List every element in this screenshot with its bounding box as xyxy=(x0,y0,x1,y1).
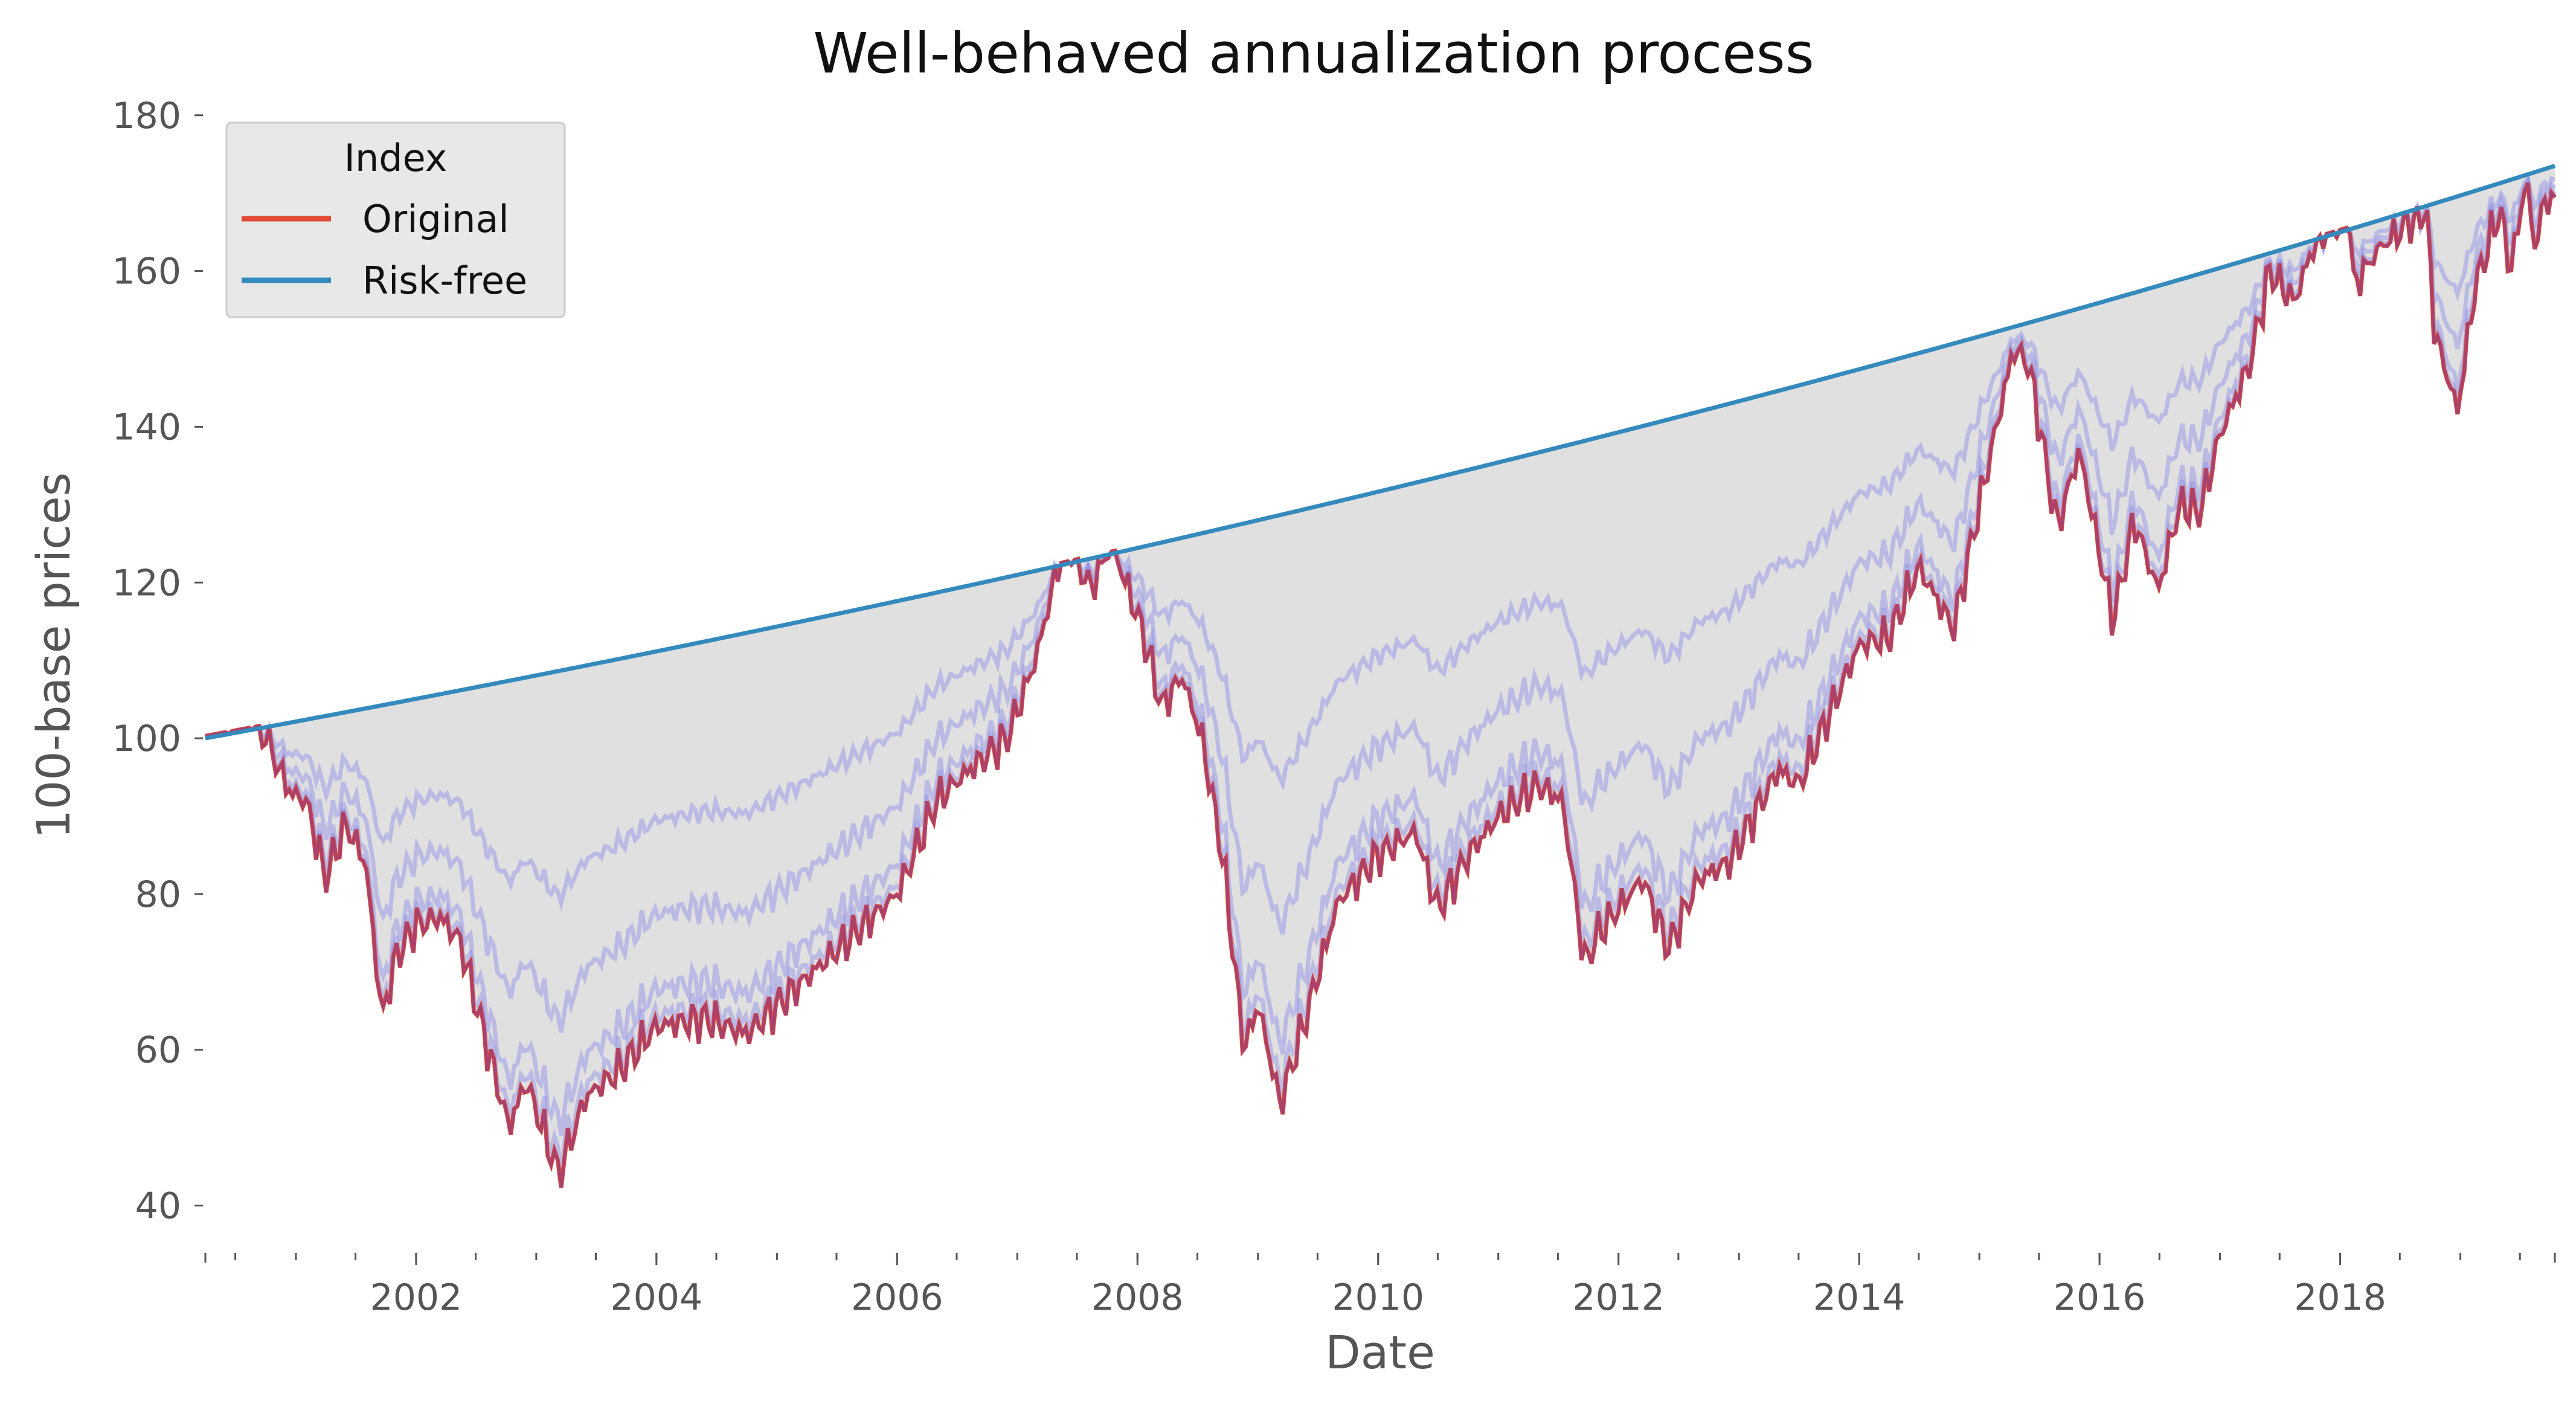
y-tick-label: 140 xyxy=(112,406,181,448)
legend-box xyxy=(225,121,566,318)
series-original-overlay xyxy=(205,182,2557,1188)
legend-title: Index xyxy=(344,136,448,180)
x-tick-label: 2006 xyxy=(851,1277,943,1319)
x-tick-label: 2004 xyxy=(610,1277,702,1319)
y-tick-label: 120 xyxy=(112,562,181,604)
axes: 40 60 80 100 120 140 160 180 2002 2004 2006 2008 201… xyxy=(112,95,2556,1319)
x-tick-label: 2010 xyxy=(1332,1277,1424,1319)
chart-title: Well-behaved annualization process xyxy=(813,21,1814,86)
legend-label-original: Original xyxy=(362,197,509,241)
y-tick-label: 180 xyxy=(112,95,181,137)
y-tick-label: 100 xyxy=(112,718,181,760)
x-tick-label: 2012 xyxy=(1572,1277,1665,1319)
x-tick-label: 2014 xyxy=(1813,1277,1906,1319)
process-path-4 xyxy=(205,173,2556,912)
plot-area xyxy=(205,164,2557,1188)
series-risk-free-line xyxy=(205,164,2556,741)
y-tick-label: 80 xyxy=(135,874,181,916)
x-axis-label: Date xyxy=(1325,1325,1435,1379)
y-tick-label: 60 xyxy=(135,1029,181,1072)
y-axis-label: 100-base prices xyxy=(27,472,80,839)
spread-fill xyxy=(205,166,2555,1188)
y-tick-label: 160 xyxy=(112,251,181,293)
legend: Index Original Risk-free xyxy=(225,121,566,318)
x-tick-label: 2008 xyxy=(1091,1277,1184,1319)
x-tick-label: 2002 xyxy=(370,1277,463,1319)
y-tick-label: 40 xyxy=(135,1185,181,1228)
process-path-3 xyxy=(205,173,2557,1033)
x-tick-label: 2018 xyxy=(2294,1277,2386,1319)
process-path-2 xyxy=(205,173,2557,1136)
x-tick-label: 2016 xyxy=(2054,1277,2146,1319)
legend-label-risk-free: Risk-free xyxy=(362,259,527,303)
